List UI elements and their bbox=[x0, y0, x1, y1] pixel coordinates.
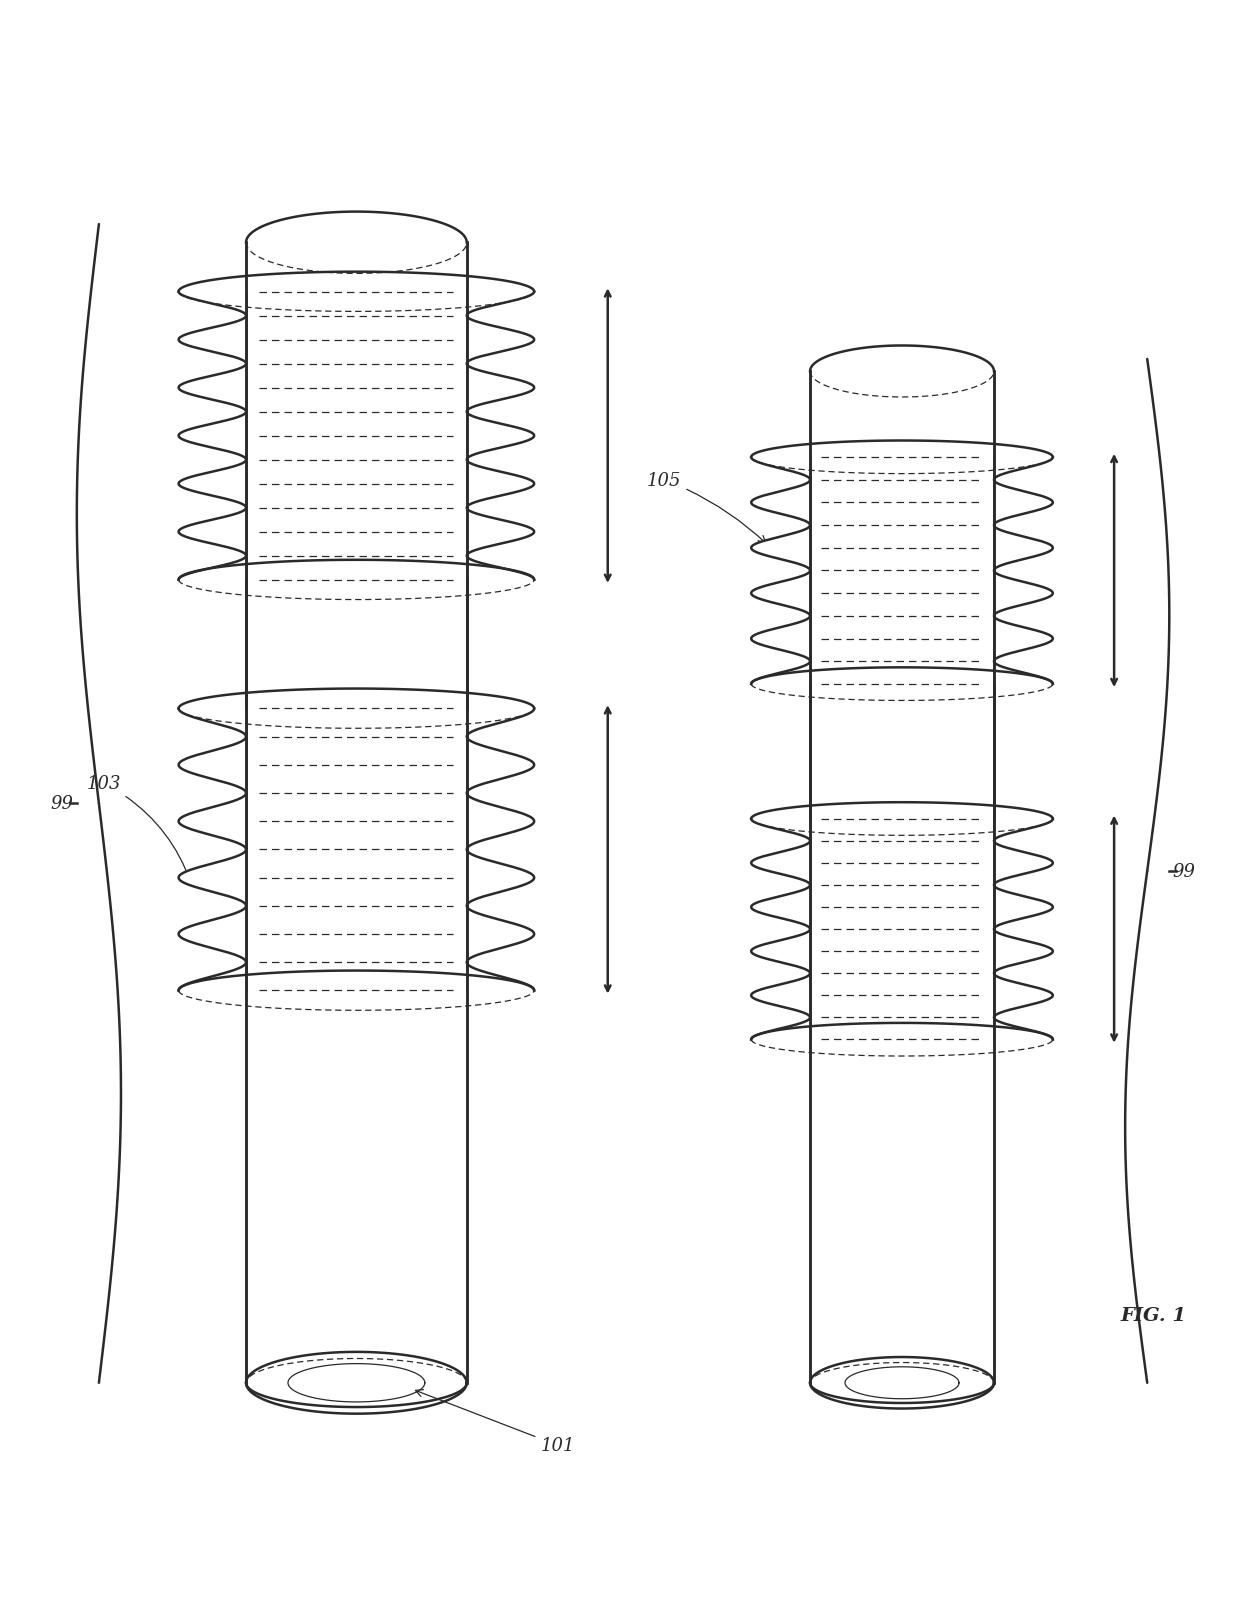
Text: 99: 99 bbox=[51, 796, 73, 813]
Text: 103: 103 bbox=[87, 775, 192, 883]
Text: 99: 99 bbox=[1173, 862, 1195, 880]
Text: FIG. 1: FIG. 1 bbox=[1121, 1306, 1187, 1325]
Text: 105: 105 bbox=[647, 471, 766, 544]
Text: 101: 101 bbox=[415, 1390, 575, 1454]
